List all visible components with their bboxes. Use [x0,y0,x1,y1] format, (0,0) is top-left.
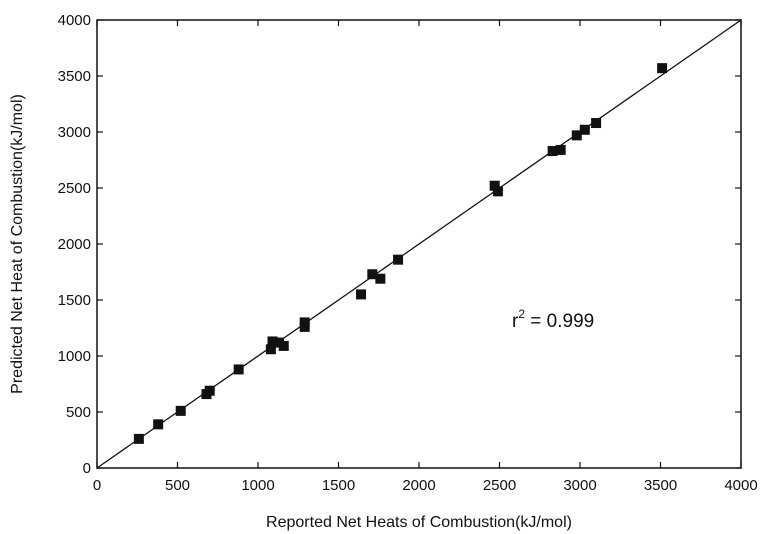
data-point [265,344,276,355]
y-tick-label: 3500 [58,68,91,85]
x-tick-label: 1500 [322,477,355,494]
r-squared-superscript: 2 [518,307,525,321]
y-tick-label: 1500 [58,292,91,309]
data-point [175,405,186,416]
x-tick-label: 3000 [563,477,596,494]
y-tick-label: 4000 [58,12,91,29]
data-point [579,124,590,135]
r-squared-value: = 0.999 [525,311,594,332]
data-point [153,419,164,430]
r-squared-base: r [512,311,519,332]
y-tick-label: 1000 [58,348,91,365]
y-axis-title: Predicted Net Heat of Combustion(kJ/mol) [9,94,26,394]
fit-line [96,19,742,469]
x-tick-label: 2500 [483,477,516,494]
x-axis-title: Reported Net Heats of Combustion(kJ/mol) [266,514,572,531]
data-point [657,63,668,74]
y-tick-label: 0 [83,460,91,477]
data-point [133,433,144,444]
data-point [204,385,215,396]
data-point [267,336,278,347]
x-tick-label: 3500 [644,477,677,494]
x-tick-label: 4000 [724,477,757,494]
x-tick-label: 1000 [241,477,274,494]
data-point [367,269,378,280]
plot-frame [96,19,742,469]
data-point [393,254,404,265]
data-point [555,144,566,155]
data-point [233,364,244,375]
y-tick-label: 3000 [58,124,91,141]
data-point [489,180,500,191]
data-point [299,317,310,328]
data-point [356,289,367,300]
data-point [571,130,582,141]
x-tick-label: 500 [165,477,190,494]
x-tick-label: 2000 [402,477,435,494]
y-tick-label: 2000 [58,236,91,253]
data-point [547,146,558,157]
r-squared-annotation: r2 = 0.999 [512,307,594,332]
data-point [591,118,602,129]
data-point [492,186,503,197]
y-tick-label: 500 [66,404,91,421]
y-tick-label: 2500 [58,180,91,197]
x-tick-label: 0 [93,477,101,494]
data-point [278,340,289,351]
data-point [375,273,386,284]
